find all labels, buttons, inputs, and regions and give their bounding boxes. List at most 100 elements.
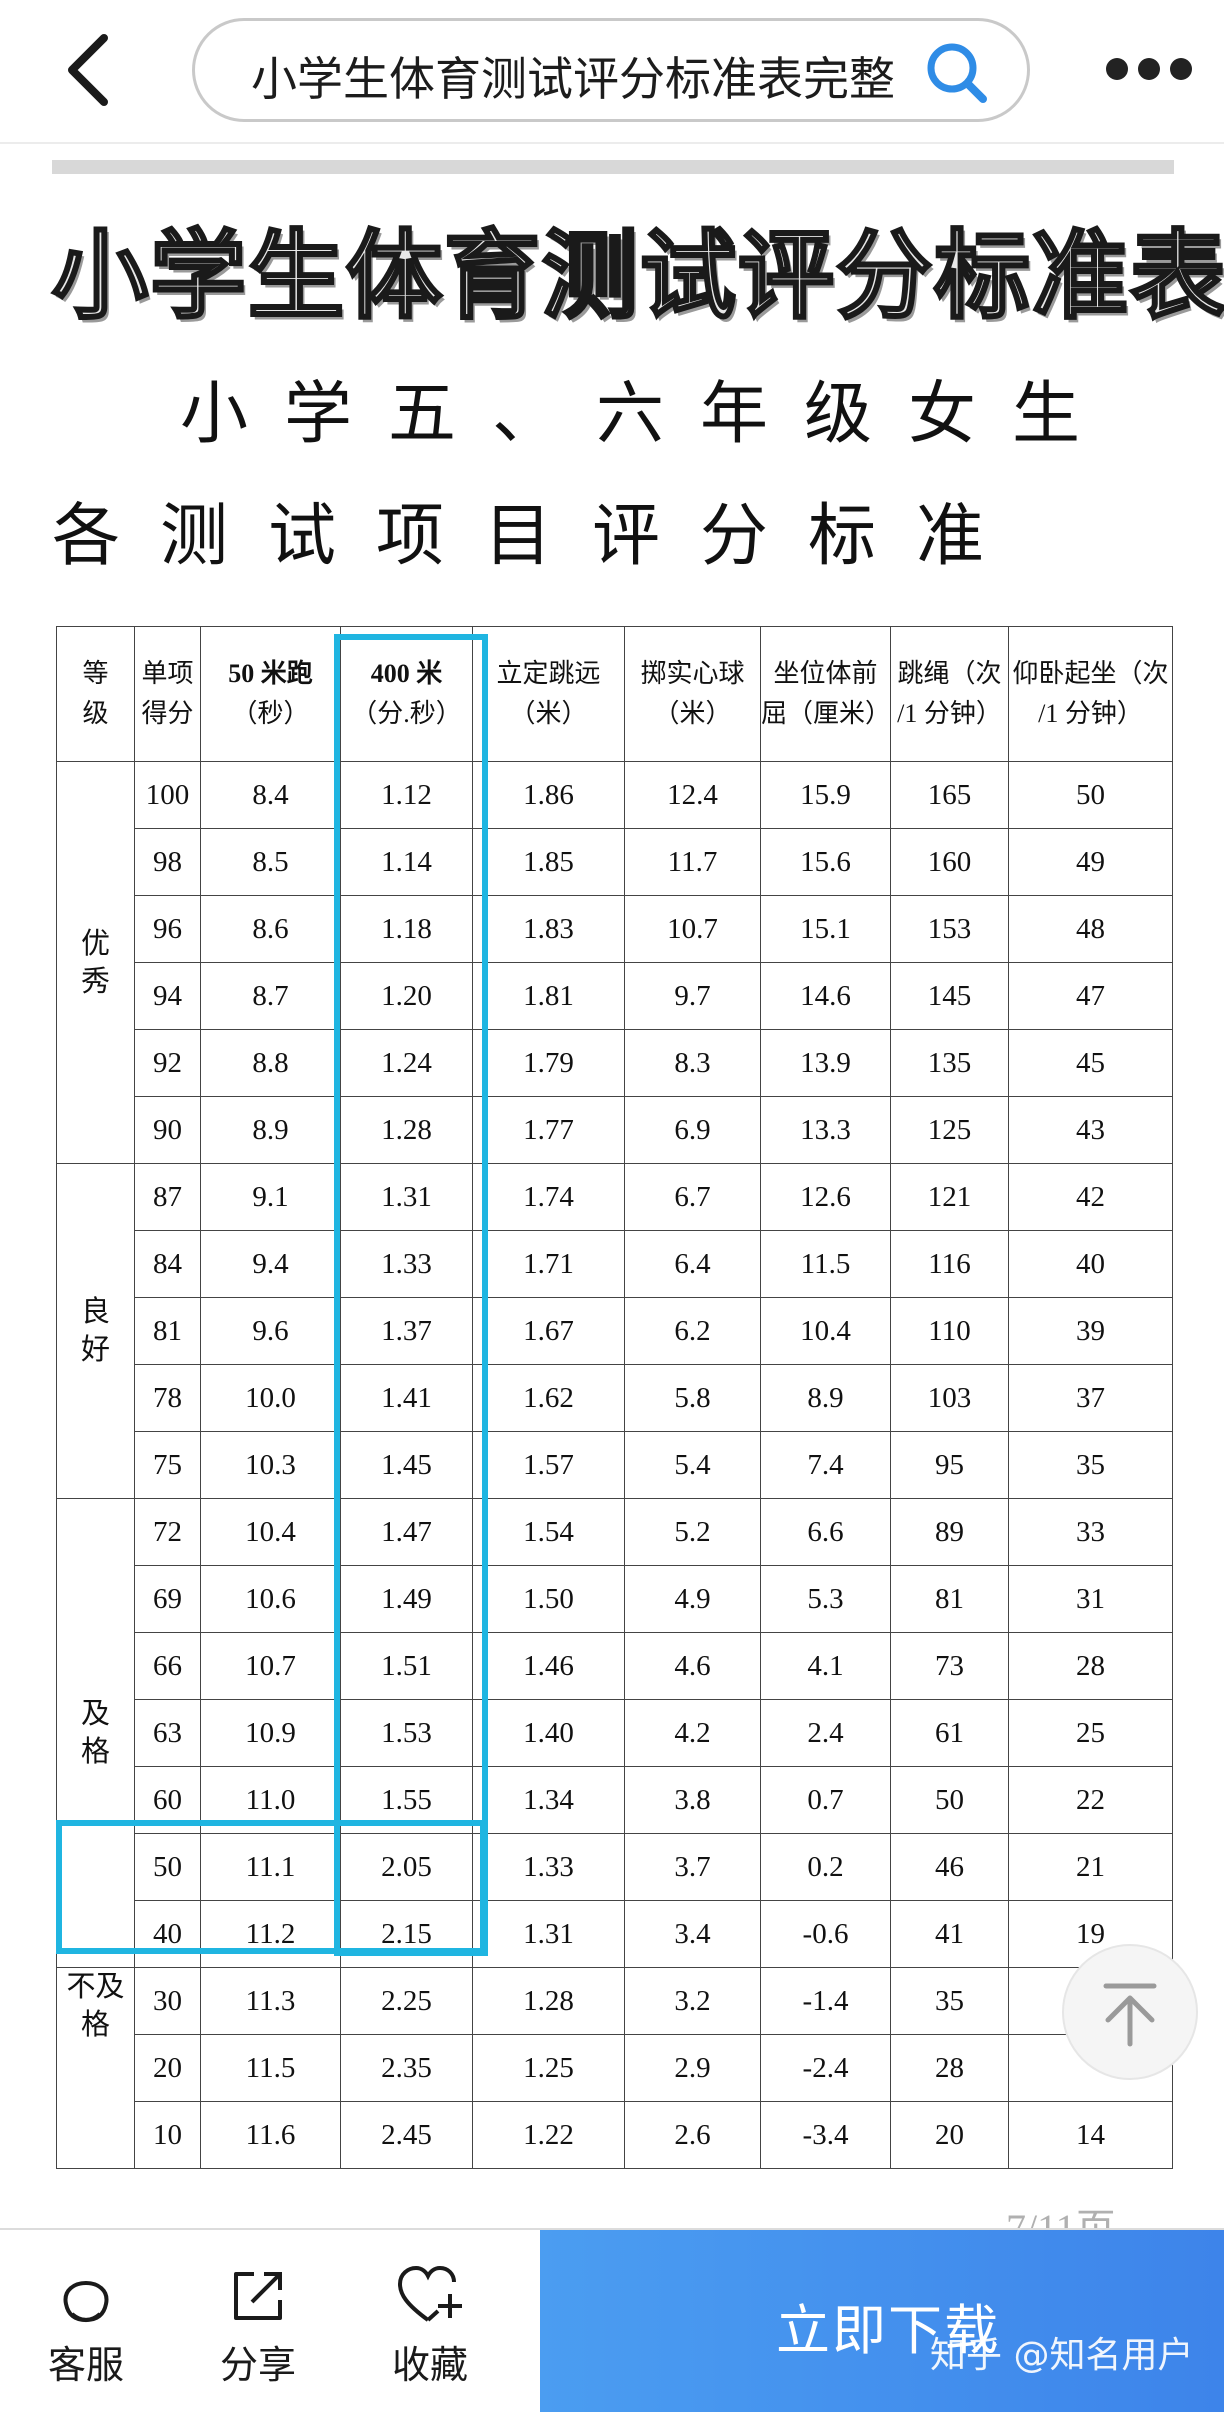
- table-cell: 10: [134, 2101, 201, 2169]
- table-row: 81 9.6 1.37 1.67 6.2 10.4 110 39: [57, 1297, 1173, 1365]
- table-cell: 1.77: [472, 1096, 625, 1164]
- table-cell: 116: [890, 1230, 1009, 1298]
- table-row: 66 10.7 1.51 1.46 4.6 4.1 73 28: [57, 1632, 1173, 1700]
- table-cell: 12.4: [624, 761, 761, 829]
- table-cell: 125: [890, 1096, 1009, 1164]
- table-cell: 25: [1008, 1699, 1173, 1767]
- header-400m: 400 米（分.秒）: [340, 626, 473, 762]
- search-query: 小学生体育测试评分标准表完整: [251, 52, 895, 106]
- download-button[interactable]: 立即下载: [540, 2230, 1224, 2412]
- table-cell: 50: [134, 1833, 201, 1901]
- table-cell: 20: [134, 2034, 201, 2102]
- table-cell: 1.22: [472, 2101, 625, 2169]
- table-cell: 1.34: [472, 1766, 625, 1834]
- table-cell: 1.86: [472, 761, 625, 829]
- table-cell: 40: [1008, 1230, 1173, 1298]
- table-cell: 110: [890, 1297, 1009, 1365]
- table-cell: 1.28: [340, 1096, 473, 1164]
- table-cell: 90: [134, 1096, 201, 1164]
- table-row: 10 11.6 2.45 1.22 2.6 -3.4 20 14: [57, 2101, 1173, 2169]
- heart-plus-icon: [397, 2265, 462, 2322]
- table-cell: 37: [1008, 1364, 1173, 1432]
- table-cell: 2.15: [340, 1900, 473, 1968]
- table-body: 优秀 100 8.4 1.12 1.86 12.4 15.9 165 50 98 8.5 1.14 1.…: [56, 761, 1173, 2169]
- table-cell: 5.8: [624, 1364, 761, 1432]
- search-input[interactable]: 小学生体育测试评分标准表完整: [192, 18, 1030, 122]
- table-cell: 2.9: [624, 2034, 761, 2102]
- share-button[interactable]: 分享: [188, 2264, 328, 2389]
- table-row: 60 11.0 1.55 1.34 3.8 0.7 50 22: [57, 1766, 1173, 1834]
- share-label: 分享: [219, 2343, 296, 2387]
- table-cell: 15.1: [760, 895, 891, 963]
- table-cell: -3.4: [760, 2101, 891, 2169]
- table-cell: 69: [134, 1565, 201, 1633]
- table-cell: 7.4: [760, 1431, 891, 1499]
- table-row: 94 8.7 1.20 1.81 9.7 14.6 145 47: [57, 962, 1173, 1030]
- table-cell: 2.4: [760, 1699, 891, 1767]
- table-cell: 0.7: [760, 1766, 891, 1834]
- table-cell: 1.33: [472, 1833, 625, 1901]
- table-cell: 31: [1008, 1565, 1173, 1633]
- search-icon[interactable]: [923, 39, 989, 105]
- score-table: 等级 单项 得分 50 米跑 （秒） 400 米（分.秒） 立定跳远 （米） 掷实心球…: [56, 626, 1173, 2169]
- table-cell: 1.20: [340, 962, 473, 1030]
- table-row: 90 8.9 1.28 1.77 6.9 13.3 125 43: [57, 1096, 1173, 1164]
- table-cell: 81: [890, 1565, 1009, 1633]
- header-rope-skip: 跳绳（次/1 分钟）: [890, 626, 1009, 762]
- document-subtitle: 小学五、六年级女生: [180, 375, 1117, 454]
- table-cell: 8.5: [200, 828, 341, 896]
- table-cell: 78: [134, 1364, 201, 1432]
- table-cell: 10.4: [200, 1498, 341, 1566]
- table-row: 98 8.5 1.14 1.85 11.7 15.6 160 49: [57, 828, 1173, 896]
- table-cell: 1.49: [340, 1565, 473, 1633]
- table-cell: 45: [1008, 1029, 1173, 1097]
- table-cell: 9.4: [200, 1230, 341, 1298]
- table-cell: 48: [1008, 895, 1173, 963]
- grade-cell: 良好: [56, 1163, 135, 1499]
- table-cell: 11.5: [200, 2034, 341, 2102]
- table-cell: 21: [1008, 1833, 1173, 1901]
- scroll-to-top-button[interactable]: [1062, 1944, 1198, 2080]
- table-cell: 1.55: [340, 1766, 473, 1834]
- customer-service-label: 客服: [47, 2343, 124, 2387]
- favorite-label: 收藏: [391, 2343, 468, 2387]
- customer-service-button[interactable]: 客服: [16, 2264, 156, 2389]
- table-row: 优秀 100 8.4 1.12 1.86 12.4 15.9 165 50: [56, 761, 1173, 1164]
- table-cell: 96: [134, 895, 201, 963]
- table-cell: 92: [134, 1029, 201, 1097]
- table-cell: 10.6: [200, 1565, 341, 1633]
- table-cell: 8.6: [200, 895, 341, 963]
- table-row: 及格 72 10.4 1.47 1.54 5.2 6.6 89 33: [56, 1498, 1173, 1968]
- table-cell: 73: [890, 1632, 1009, 1700]
- table-cell: 14.6: [760, 962, 891, 1030]
- table-cell: 5.3: [760, 1565, 891, 1633]
- table-cell: 22: [1008, 1766, 1173, 1834]
- table-cell: 10.9: [200, 1699, 341, 1767]
- table-cell: 11.6: [200, 2101, 341, 2169]
- more-dots-icon[interactable]: [1100, 50, 1192, 90]
- grade-cell: 不及格: [56, 1967, 135, 2169]
- table-cell: 5.2: [624, 1498, 761, 1566]
- table-cell: 165: [890, 761, 1009, 829]
- table-cell: 2.6: [624, 2101, 761, 2169]
- table-cell: 1.45: [340, 1431, 473, 1499]
- table-cell: 35: [890, 1967, 1009, 2035]
- table-cell: 1.14: [340, 828, 473, 896]
- table-header-row: 等级 单项 得分 50 米跑 （秒） 400 米（分.秒） 立定跳远 （米） 掷实心球…: [56, 626, 1173, 762]
- table-cell: 1.31: [340, 1163, 473, 1231]
- table-cell: 1.33: [340, 1230, 473, 1298]
- table-cell: 145: [890, 962, 1009, 1030]
- table-cell: 72: [134, 1498, 201, 1566]
- table-cell: 1.74: [472, 1163, 625, 1231]
- table-cell: 1.81: [472, 962, 625, 1030]
- table-cell: 20: [890, 2101, 1009, 2169]
- table-cell: 50: [1008, 761, 1173, 829]
- favorite-button[interactable]: 收藏: [360, 2264, 500, 2389]
- table-row: 40 11.2 2.15 1.31 3.4 -0.6 41 19: [57, 1900, 1173, 1968]
- table-cell: 30: [134, 1967, 201, 2035]
- back-arrow-icon[interactable]: [60, 32, 120, 108]
- table-cell: 1.31: [472, 1900, 625, 1968]
- table-cell: 2.45: [340, 2101, 473, 2169]
- table-row: 75 10.3 1.45 1.57 5.4 7.4 95 35: [57, 1431, 1173, 1499]
- table-cell: 1.18: [340, 895, 473, 963]
